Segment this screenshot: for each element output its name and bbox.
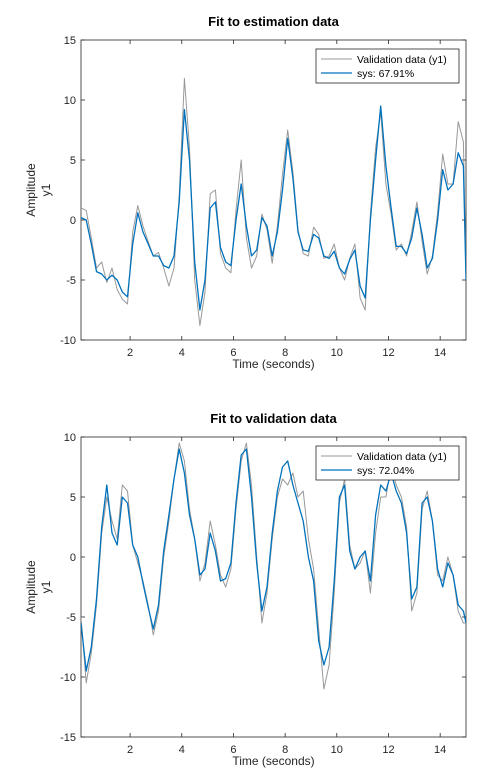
x-tick-label: 12: [382, 744, 394, 756]
y-tick-label: 15: [64, 35, 76, 47]
y-tick-label: -5: [66, 612, 76, 624]
x-tick-label: 8: [282, 744, 288, 756]
x-tick-label: 6: [230, 744, 236, 756]
x-tick-label: 14: [434, 744, 446, 756]
legend-entry-2: sys: 67.91%: [357, 68, 414, 80]
y-tick-label: -10: [60, 335, 76, 347]
y-tick-label: 10: [64, 432, 76, 444]
y-tick-label: -5: [66, 275, 76, 287]
legend: Validation data (y1) sys: 72.04%: [315, 445, 460, 481]
legend-entry-1: Validation data (y1): [357, 451, 447, 463]
y-channel-label: y1: [39, 183, 53, 196]
legend-box: [315, 445, 460, 481]
y-axis-label: Amplitude: [24, 560, 38, 614]
chart-title: Fit to estimation data: [208, 14, 340, 29]
y-tick-label: 5: [70, 155, 76, 167]
series-line-2: [81, 105, 466, 311]
legend-entry-1: Validation data (y1): [357, 54, 447, 66]
plot-area: [80, 39, 467, 341]
y-axis-label: Amplitude: [24, 163, 38, 217]
legend: Validation data (y1) sys: 67.91%: [315, 48, 460, 84]
x-tick-label: 14: [434, 347, 446, 359]
y-channel-label: y1: [39, 580, 53, 593]
x-tick-label: 10: [331, 744, 343, 756]
x-axis-label: Time (seconds): [232, 754, 314, 768]
y-tick-label: 10: [64, 95, 76, 107]
x-tick-label: 12: [382, 347, 394, 359]
x-tick-label: 4: [179, 744, 185, 756]
x-tick-label: 2: [127, 744, 133, 756]
y-tick-label: -10: [60, 672, 76, 684]
y-tick-label: 0: [70, 552, 76, 564]
x-tick-label: 6: [230, 347, 236, 359]
y-tick-label: -15: [60, 732, 76, 744]
legend-box: [315, 48, 460, 84]
x-tick-label: 4: [179, 347, 185, 359]
chart-1: Fit to estimation data 2 4 6 8 10 12 14 -10 -5 0 5 1…: [24, 14, 467, 371]
chart-title: Fit to validation data: [210, 411, 337, 426]
chart-2: Fit to validation data 2 4 6 8 10 12 14 -15 -10 -5…: [24, 411, 467, 768]
x-axis-label: Time (seconds): [232, 357, 314, 371]
plot-area: [80, 436, 467, 738]
series-line-2: [81, 448, 466, 672]
x-tick-label: 10: [331, 347, 343, 359]
x-tick-label: 2: [127, 347, 133, 359]
y-tick-label: 5: [70, 492, 76, 504]
y-tick-label: 0: [70, 215, 76, 227]
legend-entry-2: sys: 72.04%: [357, 465, 414, 477]
x-tick-label: 8: [282, 347, 288, 359]
